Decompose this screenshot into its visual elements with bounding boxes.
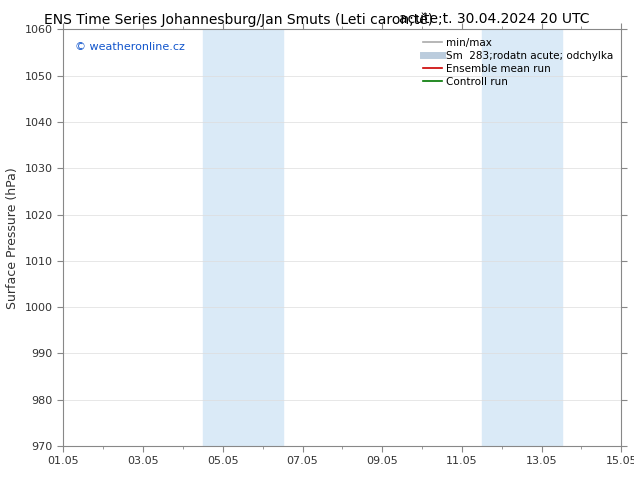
Legend: min/max, Sm  283;rodatn acute; odchylka, Ensemble mean run, Controll run: min/max, Sm 283;rodatn acute; odchylka, … [420, 35, 616, 90]
Y-axis label: Surface Pressure (hPa): Surface Pressure (hPa) [6, 167, 19, 309]
Text: ENS Time Series Johannesburg/Jan Smuts (Leti caron;tě): ENS Time Series Johannesburg/Jan Smuts (… [44, 12, 434, 27]
Bar [203, 29, 283, 446]
Bar [482, 29, 562, 446]
Text: acute;t. 30.04.2024 20 UTC: acute;t. 30.04.2024 20 UTC [399, 12, 590, 26]
Text: © weatheronline.cz: © weatheronline.cz [75, 42, 184, 52]
